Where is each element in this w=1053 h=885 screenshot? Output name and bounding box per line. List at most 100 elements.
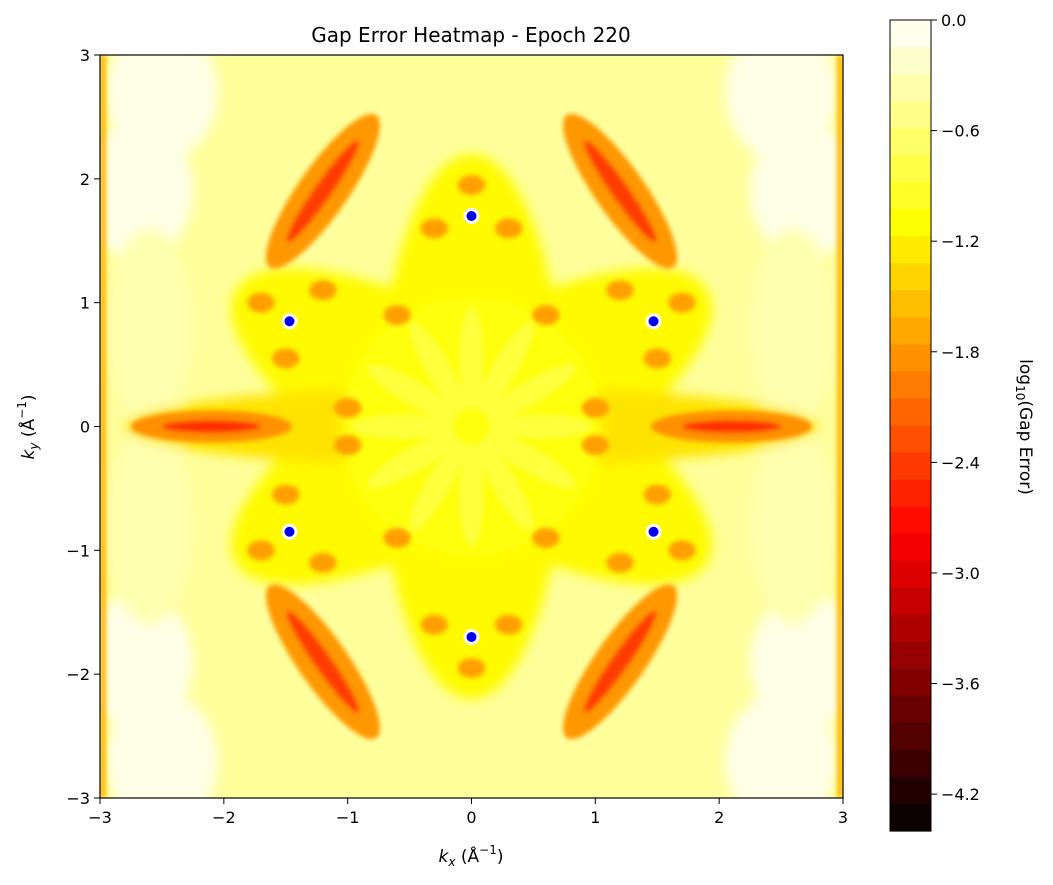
- colorbar-tick-label: −1.2: [941, 232, 980, 251]
- colorbar-band: [890, 344, 931, 373]
- y-tick-label: 3: [80, 46, 90, 65]
- y-tick-label: 1: [80, 294, 90, 313]
- feature-blob: [383, 305, 411, 325]
- y-axis-label: ky (Å−1): [15, 395, 41, 460]
- pale-region: [106, 692, 218, 798]
- feature-blob: [334, 398, 362, 418]
- feature-blob: [495, 614, 523, 635]
- marker-point-5: [648, 526, 659, 537]
- diagonal-lobe-core: [583, 140, 657, 243]
- feature-blob: [420, 614, 448, 635]
- feature-blob: [495, 218, 523, 239]
- plot-area: [99, 54, 844, 799]
- x-tick-label: −3: [88, 808, 112, 827]
- petal: [367, 432, 458, 489]
- colorbar-band: [890, 641, 931, 670]
- petal: [487, 414, 592, 439]
- petal: [485, 432, 576, 489]
- feature-blob: [643, 348, 671, 369]
- pale-region: [725, 55, 837, 161]
- petal: [409, 440, 466, 531]
- marker-point-1: [466, 632, 477, 643]
- colorbar-band: [890, 209, 931, 237]
- feature-blob: [247, 540, 275, 561]
- edge-strip: [100, 55, 106, 798]
- feature-blob: [272, 484, 300, 505]
- petal: [459, 442, 484, 547]
- marker-point-4: [284, 526, 295, 537]
- colorbar-tick-label: −4.2: [941, 785, 980, 804]
- side-arm-core: [682, 420, 782, 433]
- heat-field-features: [100, 55, 843, 798]
- colorbar-band: [890, 263, 931, 291]
- colorbar-band: [890, 749, 931, 778]
- heat-field-soft: [100, 55, 843, 798]
- colorbar-band: [890, 128, 931, 156]
- colorbar-band: [890, 236, 931, 264]
- feature-blob: [668, 292, 696, 313]
- y-tick-label: 2: [80, 170, 90, 189]
- feature-blob: [383, 528, 411, 548]
- feature-blob: [532, 528, 560, 548]
- x-tick-label: 3: [838, 808, 848, 827]
- pale-region: [750, 426, 837, 625]
- edge-strip: [837, 55, 843, 798]
- petal: [409, 322, 466, 413]
- colorbar-band: [890, 290, 931, 318]
- colorbar-band: [890, 722, 931, 751]
- pale-region: [106, 228, 193, 427]
- feature-blob: [581, 435, 609, 455]
- feature-blob: [420, 218, 448, 239]
- y-tick-label: −2: [66, 665, 90, 684]
- petal: [477, 322, 534, 413]
- y-tick-label: −1: [66, 541, 90, 560]
- x-tick-label: 0: [466, 808, 476, 827]
- colorbar: 0.0 −0.6 −1.2 −1.8 −2.4 −3.0 −3.6 −4.2 log10(Ga…: [889, 11, 1035, 832]
- petal: [367, 364, 458, 421]
- feature-blob: [457, 175, 486, 195]
- colorbar-band: [890, 47, 931, 75]
- colorbar-band: [890, 452, 931, 481]
- y-axis: −3 −2 −1 0 1 2 3: [66, 46, 100, 808]
- feature-blob: [309, 280, 337, 301]
- marker-point-3: [648, 316, 659, 327]
- colorbar-band: [890, 668, 931, 697]
- pale-region: [106, 55, 218, 161]
- diagonal-lobe-core: [286, 610, 360, 713]
- colorbar-band: [890, 398, 931, 427]
- feature-blob: [532, 305, 560, 325]
- colorbar-band: [890, 317, 931, 345]
- feature-blob: [247, 292, 275, 313]
- colorbar-label: log10(Gap Error): [1013, 359, 1035, 495]
- petal: [477, 440, 534, 531]
- x-tick-label: 2: [714, 808, 724, 827]
- feature-blob: [457, 658, 486, 678]
- feature-blob: [668, 540, 696, 561]
- colorbar-band: [890, 776, 931, 805]
- colorbar-ticks: 0.0 −0.6 −1.2 −1.8 −2.4 −3.0 −3.6 −4.2: [931, 11, 980, 804]
- feature-blob: [606, 280, 634, 301]
- y-tick-label: −3: [66, 789, 90, 808]
- colorbar-band: [890, 101, 931, 129]
- diagonal-lobe-core: [286, 140, 360, 243]
- feature-blob: [606, 552, 634, 573]
- petal: [485, 364, 576, 421]
- marker-point-0: [466, 210, 477, 221]
- core: [341, 296, 602, 557]
- colorbar-tick-label: −1.8: [941, 343, 980, 362]
- colorbar-band: [890, 371, 931, 400]
- x-tick-label: −2: [212, 808, 236, 827]
- colorbar-bands: [890, 20, 931, 832]
- petal: [351, 414, 456, 439]
- x-tick-label: −1: [336, 808, 360, 827]
- colorbar-frame: [889, 19, 932, 832]
- y-tick-label: 0: [80, 418, 90, 437]
- pale-region: [725, 692, 837, 798]
- x-tick-label: 1: [590, 808, 600, 827]
- chart-title: Gap Error Heatmap - Epoch 220: [311, 23, 631, 47]
- colorbar-tick-label: −3.6: [941, 675, 980, 694]
- colorbar-band: [890, 74, 931, 102]
- colorbar-band: [890, 20, 931, 48]
